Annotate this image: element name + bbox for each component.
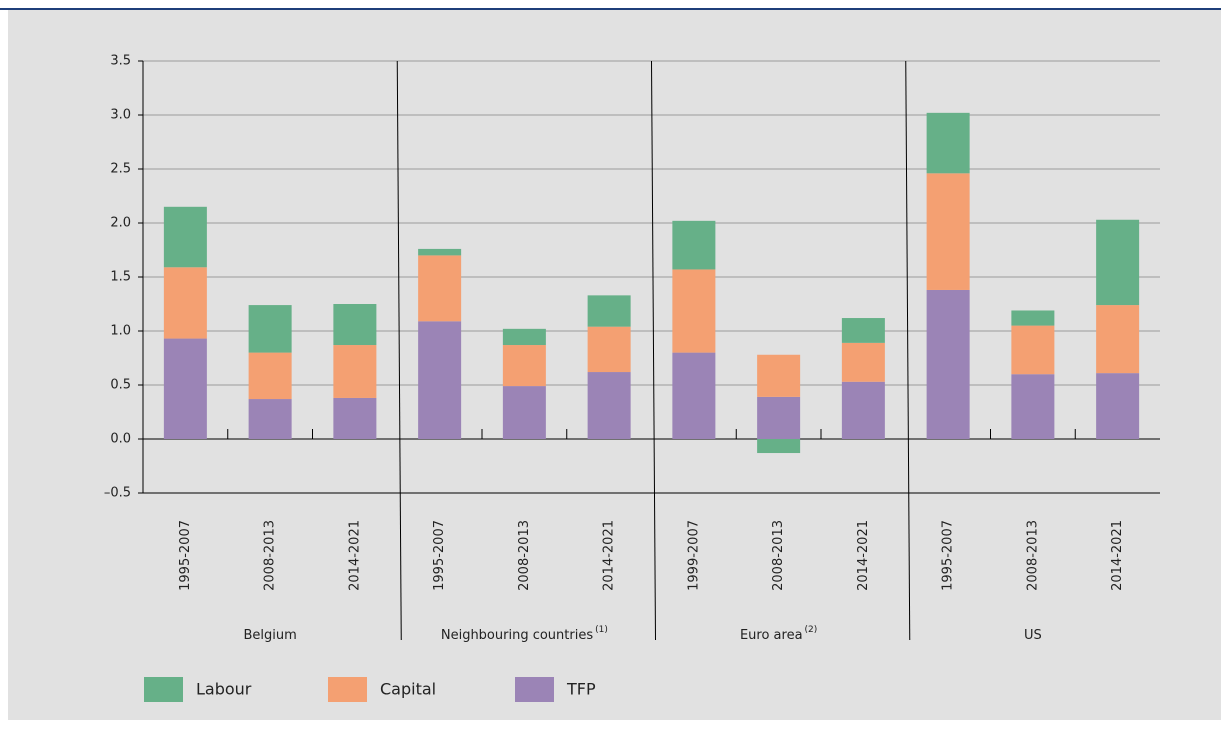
group-label: Belgium bbox=[243, 628, 296, 643]
bar-segment bbox=[163, 206, 207, 268]
bar-segment bbox=[587, 295, 631, 327]
x-tick-label: 2014-2021 bbox=[856, 520, 871, 591]
bar-segment bbox=[418, 255, 462, 322]
bar-segment bbox=[672, 352, 716, 439]
legend-swatch bbox=[144, 677, 183, 702]
bar-segment bbox=[672, 220, 716, 270]
bar-segment bbox=[163, 267, 207, 339]
x-tick-label: 2014-2021 bbox=[347, 520, 362, 591]
y-tick-label: 3.0 bbox=[110, 108, 131, 123]
bar-segment bbox=[163, 338, 207, 439]
legend-swatch bbox=[515, 677, 554, 702]
y-tick-label: 2.5 bbox=[110, 162, 131, 177]
bar-segment bbox=[248, 352, 292, 400]
bar-segment bbox=[333, 304, 377, 346]
y-tick-label: 1.5 bbox=[110, 270, 131, 285]
bar-segment bbox=[841, 381, 885, 439]
x-tick-label: 2008-2013 bbox=[263, 520, 278, 591]
legend-label: TFP bbox=[566, 680, 596, 699]
group-name: Neighbouring countries bbox=[441, 628, 593, 643]
group-label: Euro area (2) bbox=[740, 625, 817, 643]
bar-segment bbox=[587, 372, 631, 439]
y-tick-label: 0.5 bbox=[110, 378, 131, 393]
bar-segment bbox=[502, 345, 546, 387]
x-tick-label: 1995-2007 bbox=[178, 520, 193, 591]
bar-segment bbox=[248, 399, 292, 439]
x-tick-label: 1995-2007 bbox=[941, 520, 956, 591]
bar-segment bbox=[502, 328, 546, 346]
bar-segment bbox=[926, 112, 970, 174]
bar-segment bbox=[248, 305, 292, 353]
x-tick-label: 2014-2021 bbox=[602, 520, 617, 591]
y-tick-label: 0.0 bbox=[110, 432, 131, 447]
bar-segment bbox=[1011, 310, 1055, 326]
bar-segment bbox=[502, 386, 546, 439]
bar-segment bbox=[1096, 305, 1140, 374]
bar-segment bbox=[757, 354, 801, 397]
bar-segment bbox=[1011, 374, 1055, 439]
x-tick-label: 1995-2007 bbox=[432, 520, 447, 591]
bar-segment bbox=[1011, 325, 1055, 375]
group-note: (1) bbox=[595, 625, 608, 635]
group-separator bbox=[905, 60, 911, 641]
bar-segment bbox=[926, 289, 970, 439]
bar-segment bbox=[333, 397, 377, 439]
x-tick-label: 2008-2013 bbox=[517, 520, 532, 591]
y-tick-label: 3.5 bbox=[110, 54, 131, 69]
x-tick-label: 2008-2013 bbox=[771, 520, 786, 591]
bar-segment bbox=[757, 439, 801, 454]
bar-segment bbox=[672, 269, 716, 353]
group-label: Neighbouring countries (1) bbox=[441, 625, 608, 643]
legend-swatch bbox=[328, 677, 367, 702]
group-note: (2) bbox=[805, 625, 818, 635]
y-tick-label: 1.0 bbox=[110, 324, 131, 339]
bar-segment bbox=[926, 173, 970, 290]
bar-segment bbox=[841, 318, 885, 343]
bar-segment bbox=[418, 321, 462, 439]
bar-segment bbox=[587, 326, 631, 373]
group-separator bbox=[651, 60, 656, 641]
bar-segment bbox=[333, 345, 377, 398]
bar-segment bbox=[1096, 219, 1140, 306]
legend-label: Capital bbox=[380, 680, 436, 699]
bar-segment bbox=[757, 396, 801, 439]
legend-label: Labour bbox=[196, 680, 252, 699]
group-name: US bbox=[1024, 628, 1042, 643]
y-tick-label: 2.0 bbox=[110, 216, 131, 231]
group-separator bbox=[396, 60, 402, 641]
bar-segment bbox=[1096, 373, 1140, 439]
group-name: Euro area bbox=[740, 628, 803, 643]
bar-segment bbox=[418, 248, 462, 256]
group-label: US bbox=[1024, 628, 1042, 643]
x-tick-label: 2014-2021 bbox=[1110, 520, 1125, 591]
y-tick-label: –0.5 bbox=[104, 486, 131, 501]
group-name: Belgium bbox=[243, 628, 296, 643]
bar-segment bbox=[841, 342, 885, 382]
x-tick-label: 1999-2007 bbox=[686, 520, 701, 591]
x-tick-label: 2008-2013 bbox=[1025, 520, 1040, 591]
